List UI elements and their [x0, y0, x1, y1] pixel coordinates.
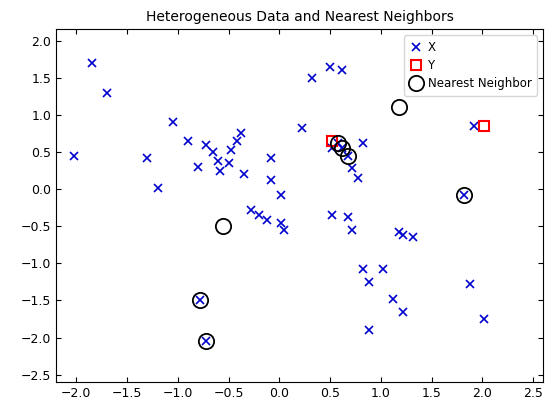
Legend: X, Y, Nearest Neighbor: X, Y, Nearest Neighbor — [404, 35, 537, 96]
Title: Heterogeneous Data and Nearest Neighbors: Heterogeneous Data and Nearest Neighbors — [146, 10, 454, 24]
